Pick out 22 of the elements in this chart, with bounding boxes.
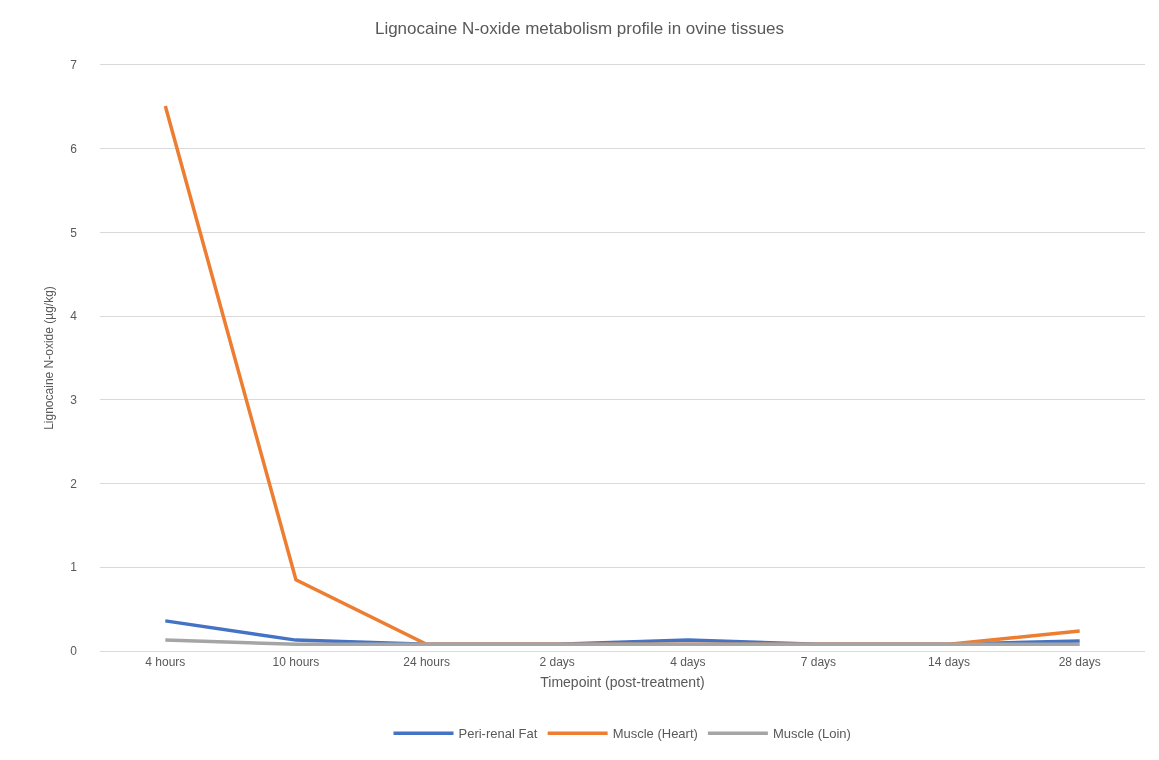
y-tick-label: 0: [70, 644, 78, 659]
x-tick-label: 24 hours: [403, 655, 450, 670]
x-tick-label: 28 days: [1058, 655, 1101, 670]
y-axis-title: Lignocaine N-oxide (µg/kg): [41, 286, 56, 430]
legend-label: Muscle (Loin): [772, 726, 851, 742]
x-tick-label: 4 days: [670, 655, 706, 670]
x-tick-label: 4 hours: [145, 655, 186, 670]
x-tick-label: 2 days: [539, 655, 575, 670]
y-tick-label: 7: [70, 58, 78, 73]
x-tick-label: 10 hours: [272, 655, 320, 670]
y-tick-label: 1: [70, 560, 78, 575]
x-tick-label: 14 days: [928, 655, 971, 670]
chart-title: Lignocaine N-oxide metabolism profile in ovine tissues: [374, 19, 785, 39]
y-tick-label: 3: [70, 393, 78, 408]
y-tick-label: 5: [70, 225, 78, 240]
y-tick-label: 2: [70, 476, 78, 491]
y-tick-label: 4: [70, 309, 78, 324]
legend-label: Muscle (Heart): [612, 726, 698, 742]
y-tick-label: 6: [70, 141, 78, 156]
x-axis-title: Timepoint (post-treatment): [540, 673, 705, 690]
x-tick-label: 7 days: [800, 655, 837, 670]
legend-label: Peri-renal Fat: [458, 726, 538, 742]
